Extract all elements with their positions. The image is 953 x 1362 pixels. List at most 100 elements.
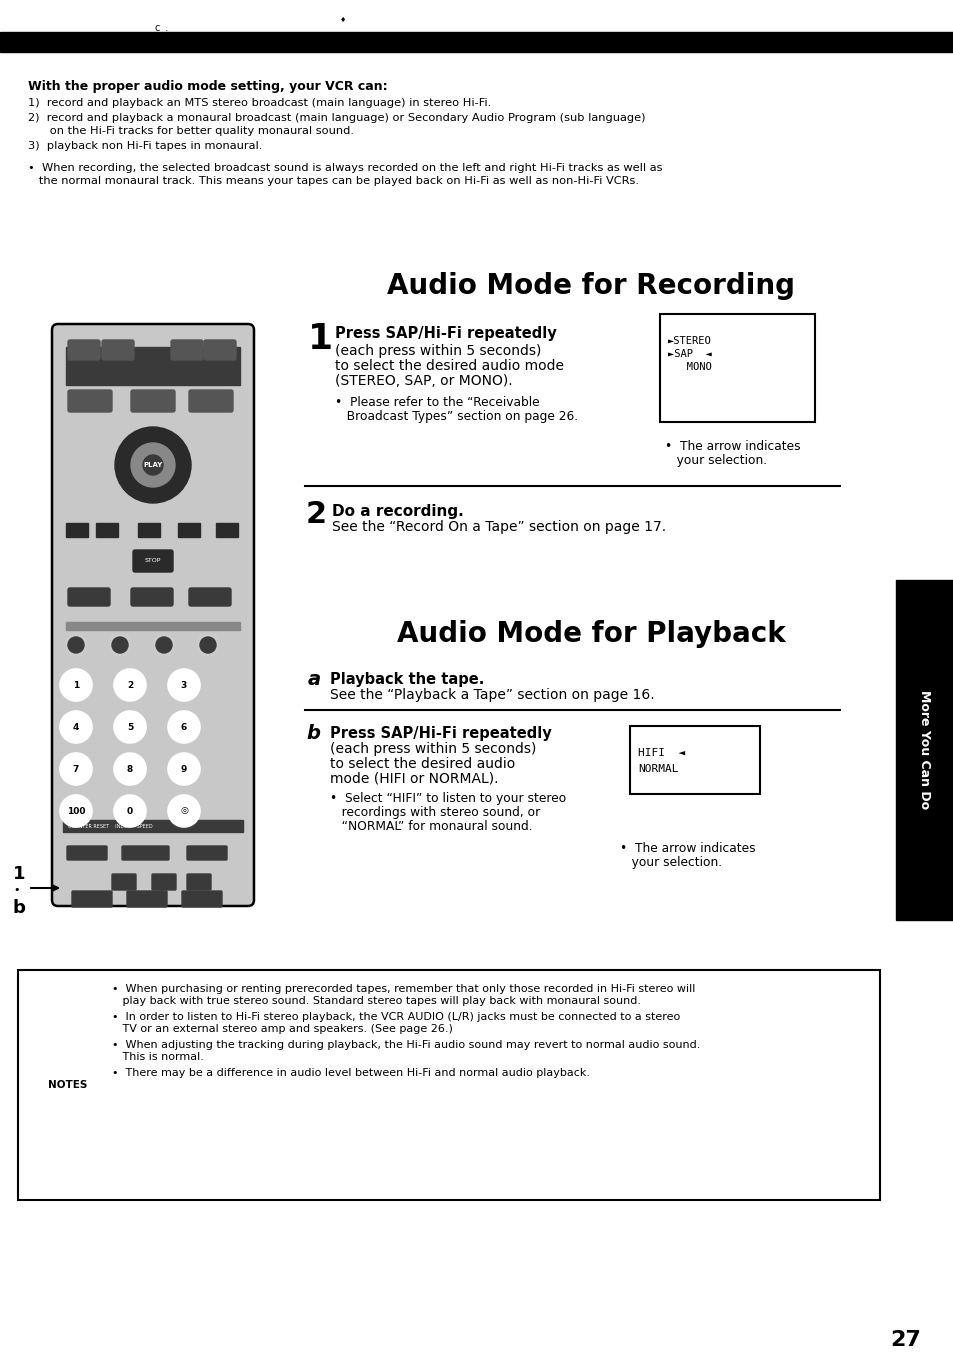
Text: your selection.: your selection.: [664, 454, 766, 467]
Text: •  Please refer to the “Receivable: • Please refer to the “Receivable: [335, 396, 539, 409]
Text: “NORMAL” for monaural sound.: “NORMAL” for monaural sound.: [330, 820, 532, 834]
Bar: [138, 523, 160, 537]
FancyBboxPatch shape: [189, 390, 233, 411]
Text: •  When recording, the selected broadcast sound is always recorded on the left a: • When recording, the selected broadcast…: [28, 163, 661, 173]
Circle shape: [131, 443, 174, 488]
Circle shape: [113, 753, 146, 785]
FancyBboxPatch shape: [132, 550, 172, 572]
Text: PLAY: PLAY: [143, 462, 162, 469]
Text: b: b: [13, 899, 26, 917]
Circle shape: [143, 455, 163, 475]
FancyBboxPatch shape: [71, 891, 112, 907]
Bar: [66, 523, 88, 537]
Text: ♦: ♦: [339, 16, 346, 23]
Circle shape: [60, 795, 91, 827]
Text: mode (HIFI or NORMAL).: mode (HIFI or NORMAL).: [330, 772, 498, 786]
Text: COUNTER RESET    INDEX    SPEED: COUNTER RESET INDEX SPEED: [68, 824, 152, 828]
Text: TV or an external stereo amp and speakers. (See page 26.): TV or an external stereo amp and speaker…: [112, 1024, 453, 1034]
Circle shape: [113, 795, 146, 827]
FancyBboxPatch shape: [52, 324, 253, 906]
Text: 2: 2: [306, 500, 327, 528]
Circle shape: [168, 669, 200, 701]
Text: play back with true stereo sound. Standard stereo tapes will play back with mona: play back with true stereo sound. Standa…: [112, 996, 640, 1007]
Circle shape: [112, 637, 128, 652]
Text: •  When purchasing or renting prerecorded tapes, remember that only those record: • When purchasing or renting prerecorded…: [112, 983, 695, 994]
FancyBboxPatch shape: [68, 340, 100, 360]
Text: See the “Record On a Tape” section on page 17.: See the “Record On a Tape” section on pa…: [332, 520, 665, 534]
Text: 3)  playback non Hi-Fi tapes in monaural.: 3) playback non Hi-Fi tapes in monaural.: [28, 142, 262, 151]
Bar: [0, 31, 953, 52]
Text: (each press within 5 seconds): (each press within 5 seconds): [335, 345, 540, 358]
FancyBboxPatch shape: [112, 874, 136, 889]
Text: 0: 0: [127, 806, 132, 816]
FancyBboxPatch shape: [67, 846, 107, 859]
FancyBboxPatch shape: [187, 874, 211, 889]
Circle shape: [113, 711, 146, 744]
Text: More You Can Do: More You Can Do: [917, 691, 930, 809]
Bar: [215, 523, 237, 537]
Text: MONO: MONO: [667, 362, 711, 372]
Text: 3: 3: [181, 681, 187, 689]
FancyBboxPatch shape: [182, 891, 222, 907]
Bar: [629, 726, 760, 794]
Bar: [96, 523, 118, 537]
Circle shape: [60, 669, 91, 701]
Text: (STEREO, SAP, or MONO).: (STEREO, SAP, or MONO).: [335, 375, 512, 388]
FancyBboxPatch shape: [204, 340, 235, 360]
FancyBboxPatch shape: [187, 846, 227, 859]
Text: Press SAP/Hi-Fi repeatedly: Press SAP/Hi-Fi repeatedly: [335, 326, 557, 340]
FancyBboxPatch shape: [102, 340, 133, 360]
Circle shape: [60, 753, 91, 785]
Circle shape: [200, 637, 215, 652]
Text: NOTES: NOTES: [49, 1080, 88, 1090]
Text: Playback the tape.: Playback the tape.: [330, 671, 484, 686]
Text: 6: 6: [181, 722, 187, 731]
Text: your selection.: your selection.: [619, 855, 721, 869]
Text: recordings with stereo sound, or: recordings with stereo sound, or: [330, 806, 539, 819]
Text: •  There may be a difference in audio level between Hi-Fi and normal audio playb: • There may be a difference in audio lev…: [112, 1068, 589, 1077]
Text: c .: c .: [154, 23, 168, 33]
Text: NORMAL: NORMAL: [638, 764, 678, 774]
Circle shape: [68, 637, 84, 652]
Text: This is normal.: This is normal.: [112, 1051, 204, 1062]
Text: ►STEREO: ►STEREO: [667, 336, 711, 346]
Text: STOP: STOP: [145, 557, 161, 563]
Text: 1: 1: [72, 681, 79, 689]
Text: Broadcast Types” section on page 26.: Broadcast Types” section on page 26.: [335, 410, 578, 424]
Text: a: a: [308, 670, 321, 689]
Text: Audio Mode for Playback: Audio Mode for Playback: [396, 620, 785, 648]
Text: 1: 1: [13, 865, 26, 883]
Text: See the “Playback a Tape” section on page 16.: See the “Playback a Tape” section on pag…: [330, 688, 654, 701]
Text: •  The arrow indicates: • The arrow indicates: [619, 842, 755, 855]
Text: b: b: [306, 725, 319, 744]
FancyBboxPatch shape: [189, 588, 231, 606]
Circle shape: [65, 633, 87, 656]
Text: 5: 5: [127, 722, 133, 731]
Circle shape: [109, 633, 131, 656]
Bar: [659, 315, 814, 422]
Bar: [18, 970, 879, 1200]
Text: HIFI  ◄: HIFI ◄: [638, 748, 684, 759]
FancyBboxPatch shape: [131, 390, 174, 411]
Circle shape: [115, 428, 191, 503]
Text: to select the desired audio mode: to select the desired audio mode: [335, 360, 563, 373]
Text: 27: 27: [890, 1331, 921, 1350]
Text: Do a recording.: Do a recording.: [332, 504, 463, 519]
FancyBboxPatch shape: [152, 874, 175, 889]
Text: Press SAP/Hi-Fi repeatedly: Press SAP/Hi-Fi repeatedly: [330, 726, 551, 741]
Text: With the proper audio mode setting, your VCR can:: With the proper audio mode setting, your…: [28, 80, 387, 93]
Text: •  In order to listen to Hi-Fi stereo playback, the VCR AUDIO (L/R) jacks must b: • In order to listen to Hi-Fi stereo pla…: [112, 1012, 679, 1022]
Circle shape: [60, 711, 91, 744]
Text: 100: 100: [67, 806, 85, 816]
FancyBboxPatch shape: [68, 390, 112, 411]
Bar: [895, 580, 952, 919]
Text: •  When adjusting the tracking during playback, the Hi-Fi audio sound may revert: • When adjusting the tracking during pla…: [112, 1041, 700, 1050]
Text: to select the desired audio: to select the desired audio: [330, 757, 515, 771]
Text: 2)  record and playback a monaural broadcast (main language) or Secondary Audio : 2) record and playback a monaural broadc…: [28, 113, 645, 123]
Text: ►SAP  ◄: ►SAP ◄: [667, 349, 711, 360]
Text: (each press within 5 seconds): (each press within 5 seconds): [330, 742, 536, 756]
Bar: [66, 622, 240, 631]
Text: the normal monaural track. This means your tapes can be played back on Hi-Fi as : the normal monaural track. This means yo…: [28, 176, 639, 187]
Bar: [66, 347, 240, 385]
Text: 7: 7: [72, 764, 79, 774]
